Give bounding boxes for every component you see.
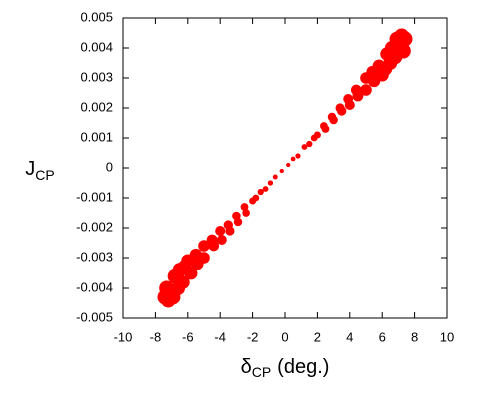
point bbox=[295, 153, 301, 159]
x-tick-label: -2 bbox=[247, 329, 259, 344]
point bbox=[242, 209, 250, 217]
point bbox=[267, 180, 274, 186]
point bbox=[233, 217, 243, 227]
y-tick-label: 0.002 bbox=[80, 99, 113, 114]
x-tick-label: 8 bbox=[411, 329, 418, 344]
point bbox=[329, 115, 338, 125]
x-tick-label: -6 bbox=[182, 329, 194, 344]
point bbox=[337, 106, 347, 116]
point bbox=[240, 203, 249, 211]
y-label-main: J bbox=[25, 158, 35, 180]
point bbox=[252, 194, 260, 202]
x-tick-label: 10 bbox=[440, 329, 454, 344]
y-tick-label: 0.005 bbox=[80, 9, 113, 24]
point bbox=[301, 144, 308, 150]
y-tick-label: -0.002 bbox=[76, 219, 113, 234]
x-axis-label: δCP (deg.) bbox=[241, 356, 330, 379]
x-tick-label: 6 bbox=[379, 329, 386, 344]
y-tick-label: 0.003 bbox=[80, 69, 113, 84]
x-tick-label: -4 bbox=[214, 329, 226, 344]
point bbox=[321, 125, 330, 133]
x-tick-label: -8 bbox=[150, 329, 162, 344]
point bbox=[279, 168, 284, 174]
point bbox=[360, 84, 372, 96]
y-tick-label: -0.003 bbox=[76, 249, 113, 264]
x-label-sub: CP bbox=[252, 364, 271, 380]
point bbox=[290, 156, 296, 162]
point bbox=[352, 90, 364, 102]
y-tick-label: 0 bbox=[106, 159, 113, 174]
y-axis-label: JCP bbox=[25, 158, 54, 182]
point bbox=[225, 226, 235, 236]
point bbox=[272, 174, 278, 180]
y-tick-label: 0.004 bbox=[80, 39, 113, 54]
point bbox=[184, 266, 198, 280]
y-tick-label: 0.001 bbox=[80, 129, 113, 144]
x-tick-label: 4 bbox=[346, 329, 353, 344]
point bbox=[257, 188, 264, 196]
point bbox=[216, 235, 227, 245]
point bbox=[198, 240, 210, 252]
point bbox=[306, 140, 313, 148]
x-tick-label: -10 bbox=[114, 329, 133, 344]
x-label-main: δ bbox=[241, 356, 252, 378]
point bbox=[286, 162, 291, 168]
y-tick-label: -0.001 bbox=[76, 189, 113, 204]
point bbox=[215, 225, 226, 237]
point bbox=[344, 99, 355, 111]
point bbox=[198, 252, 210, 264]
x-tick-label: 2 bbox=[314, 329, 321, 344]
point bbox=[395, 43, 411, 59]
point bbox=[208, 240, 220, 252]
point bbox=[176, 275, 190, 289]
y-tick-label: -0.004 bbox=[76, 279, 113, 294]
y-tick-label: -0.005 bbox=[76, 309, 113, 324]
y-label-sub: CP bbox=[35, 167, 54, 183]
x-label-unit: (deg.) bbox=[277, 356, 329, 378]
point bbox=[313, 131, 321, 139]
point bbox=[262, 186, 269, 192]
x-tick-label: 0 bbox=[281, 329, 288, 344]
point bbox=[397, 31, 413, 47]
